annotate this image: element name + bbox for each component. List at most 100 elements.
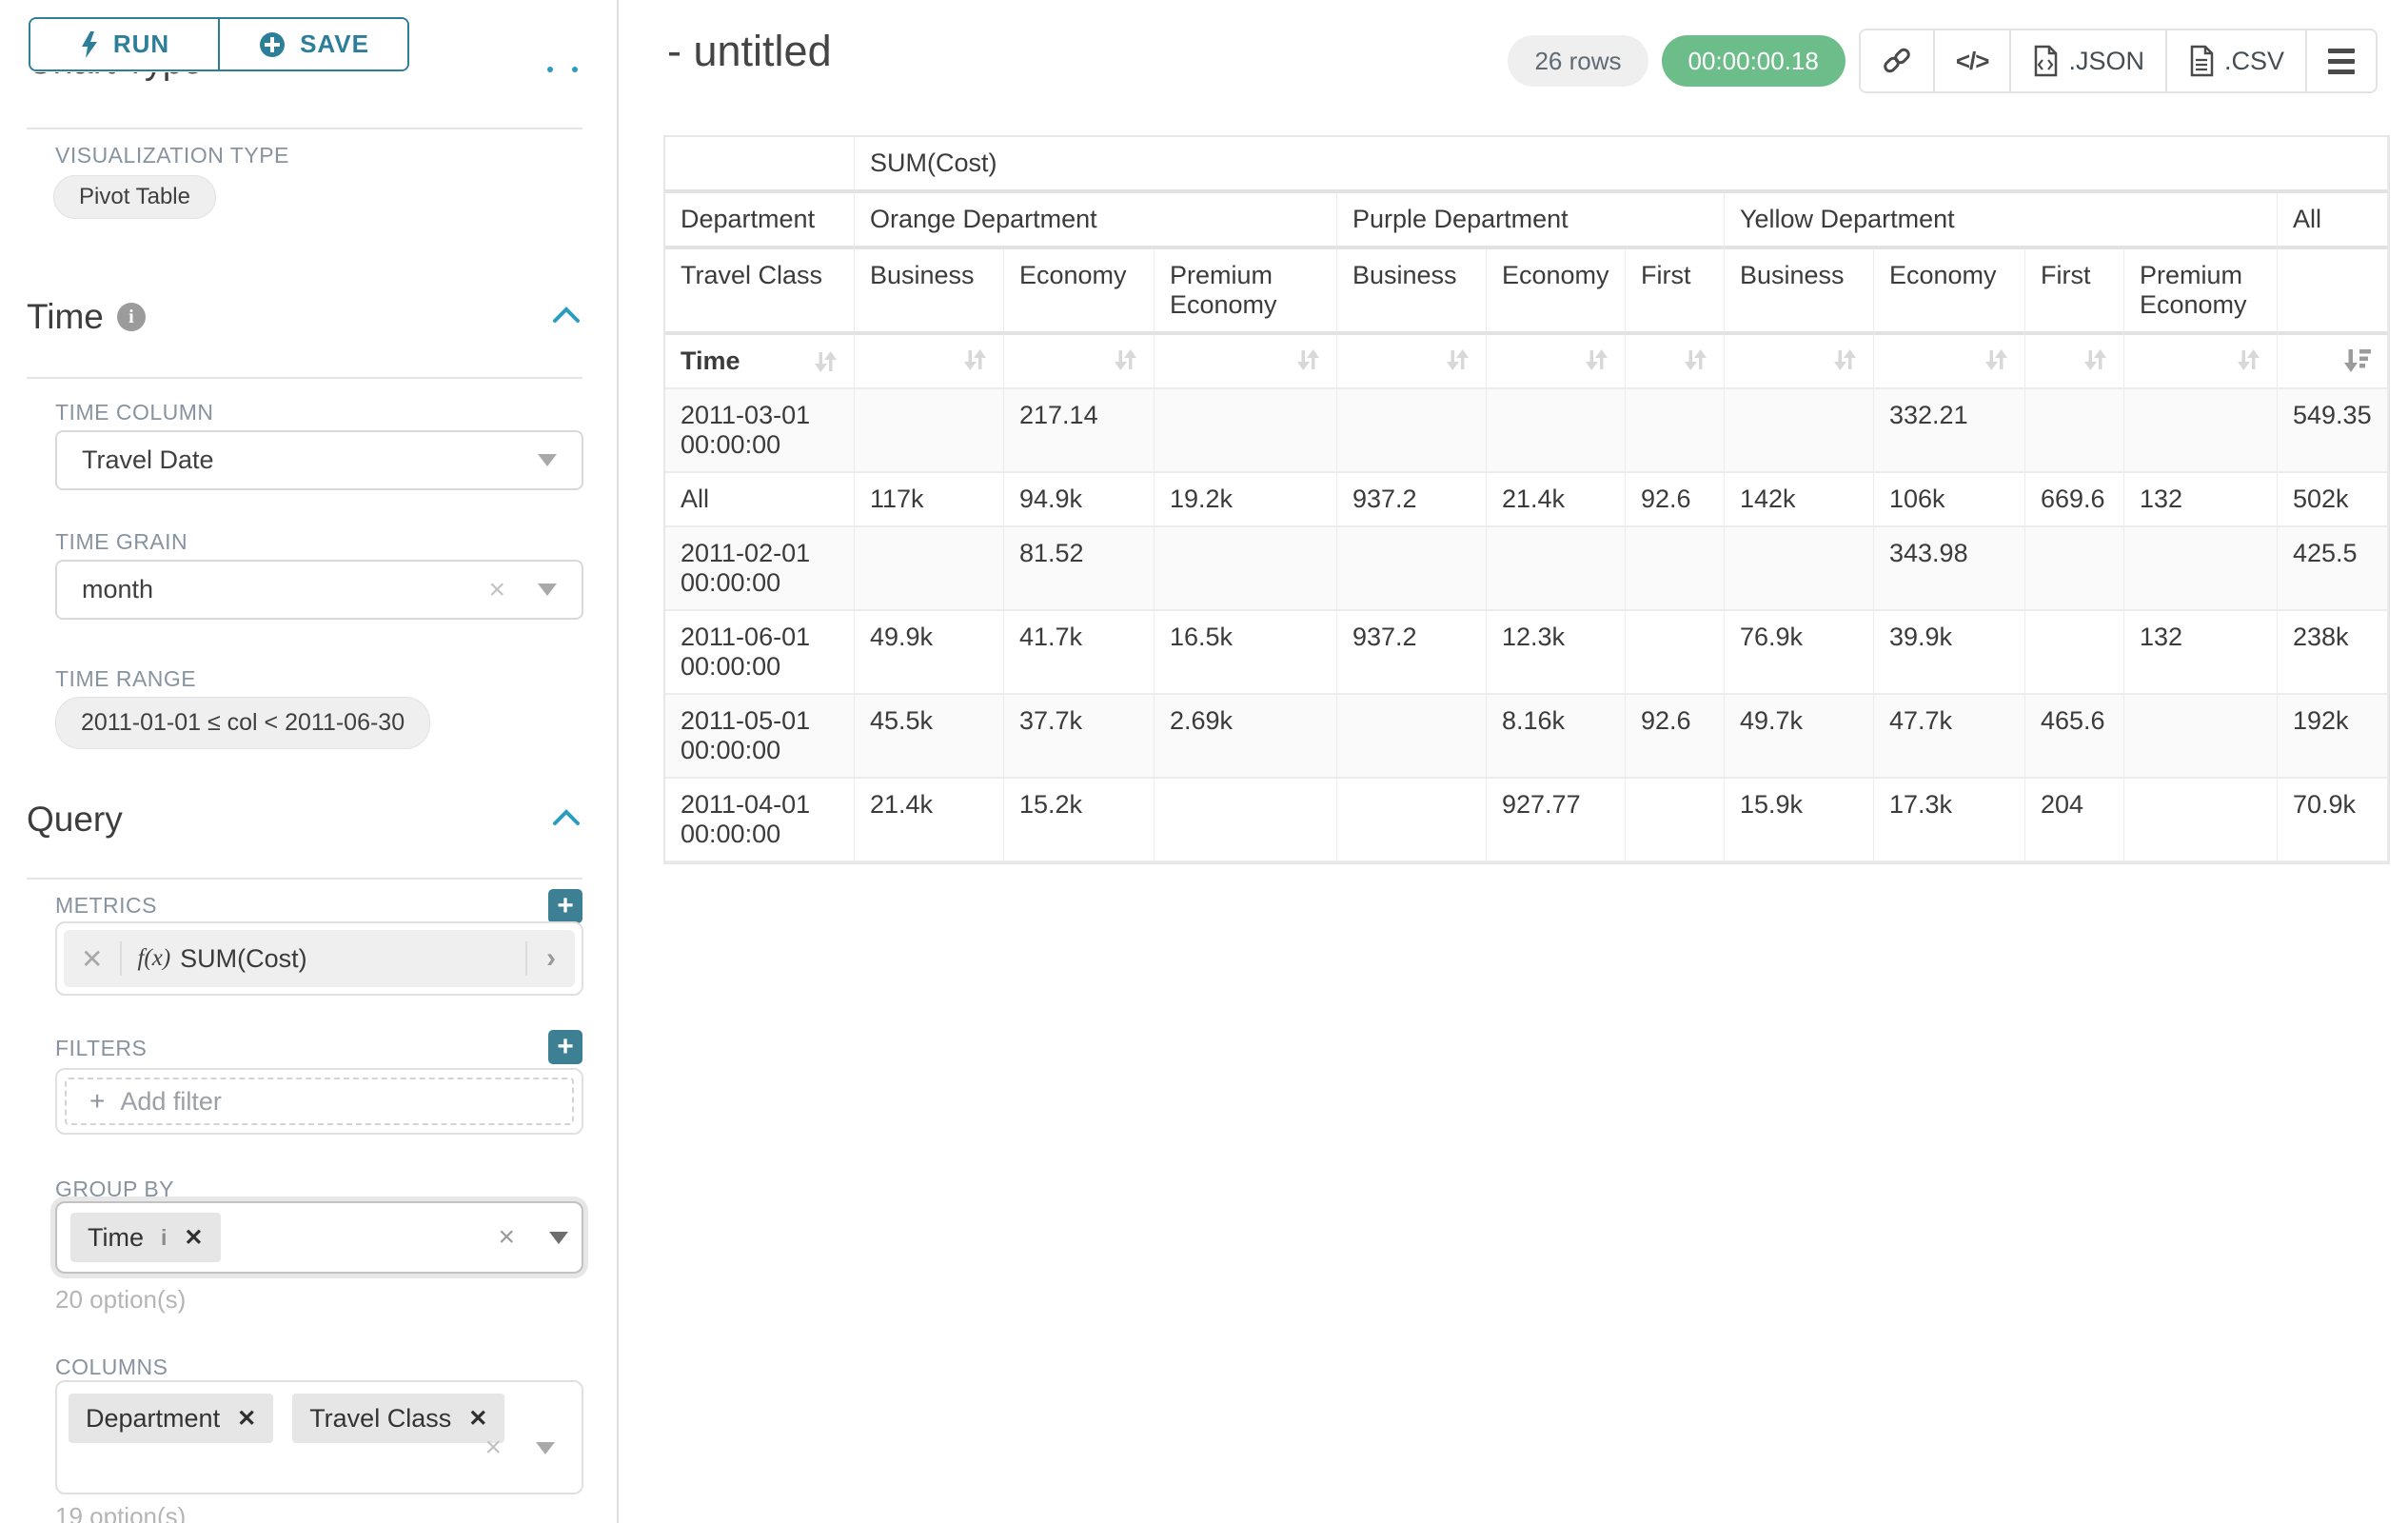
value-cell [855, 389, 1004, 473]
plus-circle-icon [260, 31, 286, 57]
sort-header-time[interactable]: Time [665, 335, 855, 389]
columns-tag-department[interactable]: Department ✕ [69, 1394, 274, 1443]
sort-header[interactable] [1004, 335, 1155, 389]
value-cell [1155, 527, 1337, 611]
panel-drag-handle[interactable] [547, 67, 578, 72]
bolt-icon [81, 30, 97, 58]
value-cell [1487, 527, 1626, 611]
chevron-down-icon [549, 1231, 568, 1244]
value-cell: 16.5k [1155, 611, 1337, 695]
sort-header[interactable] [2278, 335, 2388, 389]
table-row: 2011-05-01 00:00:00 45.5k 37.7k 2.69k 8.16k 9… [665, 695, 2388, 779]
department-group-header: Purple Department [1337, 193, 1725, 249]
sort-icon [1834, 349, 1856, 370]
value-cell [2124, 695, 2278, 779]
remove-metric-icon[interactable]: ✕ [81, 943, 104, 974]
row-header-time: 2011-05-01 00:00:00 [665, 695, 855, 779]
value-cell: 192k [2278, 695, 2388, 779]
travel-class-header: Business [1725, 249, 1874, 335]
clear-icon[interactable]: × [498, 1221, 515, 1253]
sort-icon [964, 349, 986, 370]
sort-header[interactable] [2025, 335, 2124, 389]
value-cell: 132 [2124, 611, 2278, 695]
columns-select[interactable]: Department ✕ Travel Class ✕ × [55, 1380, 583, 1494]
value-cell: 465.6 [2025, 695, 2124, 779]
value-cell: 142k [1725, 473, 1874, 527]
sort-icon [1985, 349, 2007, 370]
travel-class-axis-header: Travel Class [665, 249, 855, 335]
save-button[interactable]: SAVE [218, 19, 407, 69]
row-header-time: 2011-06-01 00:00:00 [665, 611, 855, 695]
action-bar: RUN SAVE [0, 0, 606, 72]
section-divider [27, 128, 582, 129]
sort-header[interactable] [1626, 335, 1725, 389]
value-cell [1725, 527, 1874, 611]
columns-tag-travel-class[interactable]: Travel Class ✕ [292, 1394, 505, 1443]
value-cell: 41.7k [1004, 611, 1155, 695]
collapse-time-section[interactable] [550, 305, 582, 330]
time-range-label: TIME RANGE [55, 666, 197, 691]
expand-metric-icon[interactable]: › [546, 942, 556, 974]
export-json-label: .JSON [2068, 46, 2144, 75]
value-cell [2124, 527, 2278, 611]
travel-class-header: First [2025, 249, 2124, 335]
copy-link-button[interactable] [1860, 30, 1933, 91]
chart-title[interactable]: - untitled [667, 27, 832, 75]
run-button[interactable]: RUN [30, 19, 218, 69]
value-cell: 937.2 [1337, 611, 1487, 695]
code-icon: </> [1955, 46, 1990, 75]
value-cell [2124, 389, 2278, 473]
travel-class-header [2278, 249, 2388, 335]
value-cell: 70.9k [2278, 779, 2388, 862]
control-panel: Chart Type RUN SAVE VISUALIZA [0, 0, 617, 1523]
save-button-label: SAVE [300, 30, 369, 58]
value-cell: 425.5 [2278, 527, 2388, 611]
remove-tag-icon[interactable]: ✕ [468, 1405, 488, 1432]
remove-tag-icon[interactable]: ✕ [184, 1224, 204, 1251]
embed-code-button[interactable]: </> [1932, 30, 2010, 91]
metric-pill[interactable]: ✕ f(x) SUM(Cost) › [64, 930, 575, 987]
export-csv-button[interactable]: .CSV [2164, 30, 2305, 91]
add-filter-dropzone[interactable]: + Add filter [65, 1078, 574, 1125]
plus-icon: + [89, 1086, 106, 1116]
value-cell [1337, 779, 1487, 862]
value-cell: 21.4k [1487, 473, 1626, 527]
clear-icon[interactable]: × [488, 573, 505, 605]
add-filter-button[interactable]: + [548, 1030, 582, 1064]
sort-header[interactable] [855, 335, 1004, 389]
time-grain-select[interactable]: month × [55, 560, 583, 620]
sort-header[interactable] [1874, 335, 2025, 389]
sort-header[interactable] [1337, 335, 1487, 389]
time-range-pill[interactable]: 2011-01-01 ≤ col < 2011-06-30 [55, 697, 431, 749]
metrics-label: METRICS [55, 893, 157, 918]
time-grain-value: month [82, 575, 154, 603]
sort-header[interactable] [1155, 335, 1337, 389]
time-column-select[interactable]: Travel Date [55, 430, 583, 490]
clear-icon[interactable]: × [484, 1432, 502, 1463]
chart-menu-button[interactable] [2305, 30, 2376, 91]
filters-control: + Add filter [55, 1068, 583, 1135]
group-by-tag-time[interactable]: Time i ✕ [70, 1213, 221, 1262]
value-cell: 92.6 [1626, 695, 1725, 779]
remove-tag-icon[interactable]: ✕ [237, 1405, 257, 1432]
value-cell [1337, 527, 1487, 611]
travel-class-header: Economy [1487, 249, 1626, 335]
add-metric-button[interactable]: + [548, 889, 582, 923]
sort-header[interactable] [1487, 335, 1626, 389]
pivot-table: SUM(Cost) Department Orange Department Purp… [663, 135, 2390, 864]
export-json-button[interactable]: .JSON [2009, 30, 2165, 91]
sort-header[interactable] [1725, 335, 1874, 389]
value-cell: 76.9k [1725, 611, 1874, 695]
collapse-query-section[interactable] [550, 807, 582, 833]
tag-label: Time [88, 1222, 144, 1252]
value-cell [1337, 389, 1487, 473]
value-cell: 106k [1874, 473, 2025, 527]
chevron-down-icon [538, 583, 557, 596]
info-icon: i [116, 303, 146, 331]
metric-name: SUM(Cost) [180, 943, 307, 973]
viz-type-pill[interactable]: Pivot Table [53, 175, 216, 219]
sort-header[interactable] [2124, 335, 2278, 389]
time-column-label: TIME COLUMN [55, 400, 214, 425]
group-by-select[interactable]: Time i ✕ × [55, 1201, 583, 1274]
